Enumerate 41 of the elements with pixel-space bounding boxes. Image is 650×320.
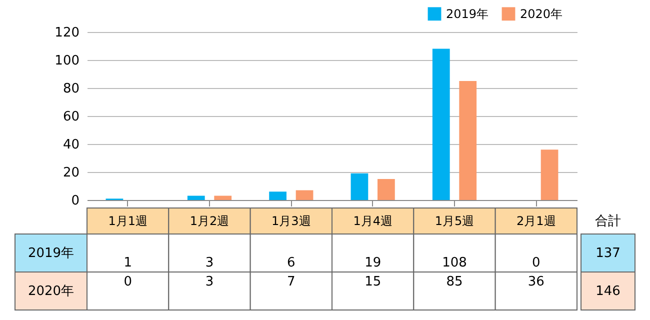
data-label: 85 (446, 274, 463, 290)
text: 2020年 (28, 284, 74, 299)
x-tick-label: 1月5週 (434, 214, 474, 228)
data-label: 36 (528, 274, 544, 290)
bar (214, 196, 232, 200)
bar (350, 173, 368, 200)
x-tick-label: 1月3週 (272, 214, 311, 228)
bar (296, 190, 314, 200)
x-tick-label: 2月1週 (516, 214, 556, 228)
x-tick-label: 1月4週 (353, 214, 392, 228)
text: 2019年 (28, 246, 74, 261)
bar (432, 48, 450, 200)
text: 合計 (595, 214, 621, 229)
bar (269, 192, 286, 200)
data-label: 108 (442, 256, 467, 270)
data-label: 7 (287, 274, 296, 290)
bar (459, 81, 477, 200)
bar (378, 179, 395, 200)
data-label: 19 (364, 256, 382, 270)
y-tick-label: 40 (62, 138, 80, 152)
y-tick-label: 100 (54, 54, 80, 68)
data-label: 1 (124, 256, 132, 270)
data-label: 3 (205, 274, 214, 290)
data-label: 6 (287, 256, 296, 270)
bar (187, 196, 205, 200)
bar (540, 150, 558, 200)
data-label: 3 (205, 256, 214, 270)
legend-label: 2019年 (446, 6, 489, 21)
text: 146 (596, 284, 620, 299)
data-label: 15 (364, 274, 382, 290)
y-tick-label: 120 (54, 26, 80, 40)
data-label: 0 (532, 256, 540, 270)
y-tick-label: 0 (71, 194, 80, 208)
text: 137 (596, 246, 620, 261)
x-tick-label: 1月2週 (190, 214, 230, 228)
data-label: 0 (124, 274, 132, 290)
y-tick-label: 20 (62, 166, 80, 180)
x-tick-label: 1月1週 (108, 214, 148, 228)
y-tick-label: 80 (62, 82, 80, 96)
legend-label: 2020年 (520, 6, 563, 21)
y-tick-label: 60 (62, 110, 80, 124)
